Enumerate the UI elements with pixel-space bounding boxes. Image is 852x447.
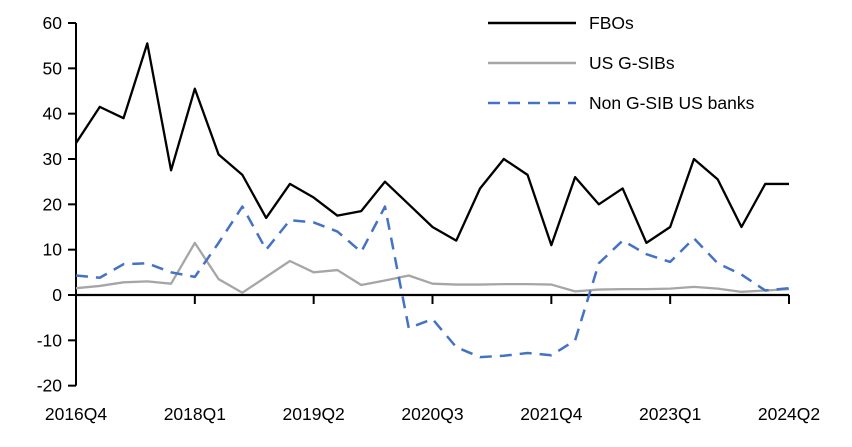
x-tick-label: 2020Q3 (401, 404, 463, 424)
y-axis: 60 50 40 30 20 10 0 -10 -20 (37, 13, 77, 396)
legend-label: US G-SIBs (589, 53, 675, 73)
legend-item: FBOs (488, 13, 634, 33)
legend-item: US G-SIBs (488, 53, 675, 73)
y-tick-label: 60 (43, 13, 63, 33)
y-tick-label: 20 (43, 194, 63, 214)
legend-label: FBOs (589, 13, 634, 33)
y-tick-label: -20 (37, 376, 63, 396)
series-line-fbos (75, 42, 790, 247)
legend-label: Non G-SIB US banks (589, 93, 755, 113)
x-tick-label: 2024Q2 (758, 404, 820, 424)
x-tick-label: 2018Q1 (164, 404, 226, 424)
y-tick-label: 0 (52, 285, 62, 305)
x-tick-label: 2021Q4 (520, 404, 583, 424)
x-tick-label: 2019Q2 (283, 404, 345, 424)
legend: FBOs US G-SIBs Non G-SIB US banks (488, 13, 755, 113)
y-tick-label: 30 (43, 149, 63, 169)
x-axis: 2016Q4 2018Q1 2019Q2 2020Q3 2021Q4 2023Q1 2024… (45, 293, 820, 424)
legend-item: Non G-SIB US banks (488, 93, 755, 113)
x-tick-label: 2023Q1 (639, 404, 701, 424)
y-tick-label: 40 (43, 104, 63, 124)
y-tick-label: 10 (43, 240, 63, 260)
series-line-non-g-sib-us-banks (75, 205, 790, 359)
x-tick-label: 2016Q4 (45, 404, 108, 424)
series-line-us-g-sibs (75, 241, 790, 294)
y-tick-label: -10 (37, 330, 63, 350)
y-tick-label: 50 (43, 58, 63, 78)
